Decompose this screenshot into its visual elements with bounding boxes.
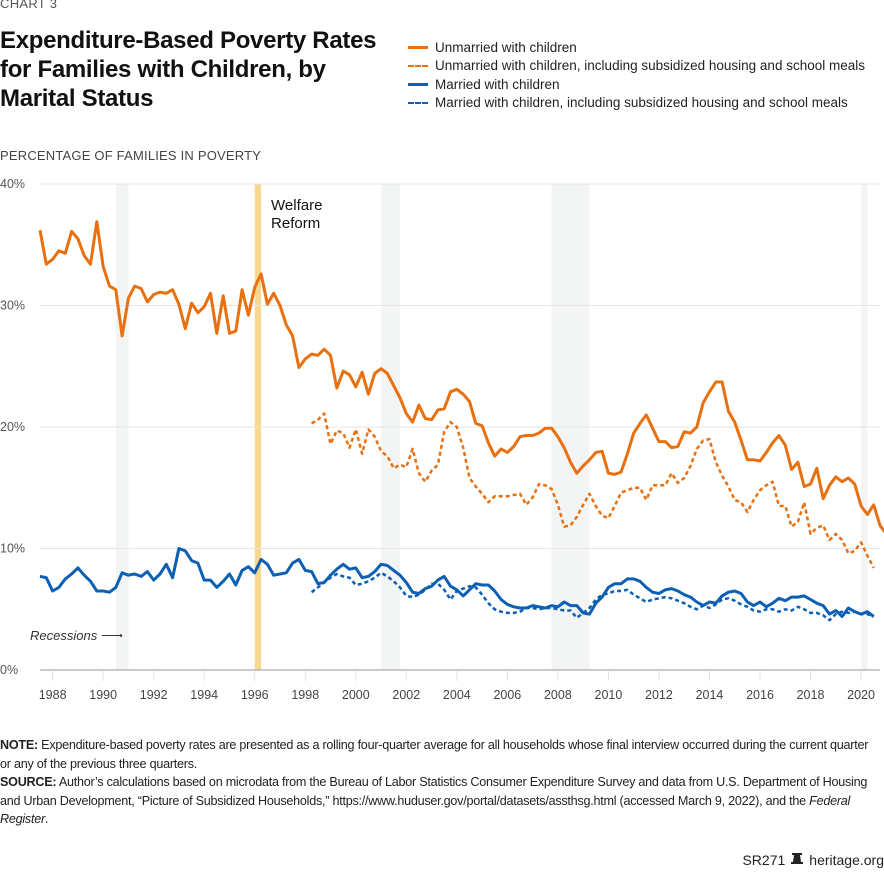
x-tick-label: 2004 <box>443 688 471 702</box>
liberty-bell-icon <box>791 852 804 868</box>
x-tick-label: 1994 <box>190 688 218 702</box>
y-tick-label: 20% <box>0 420 25 434</box>
note-text: Expenditure-based poverty rates are pres… <box>0 738 869 771</box>
source-end: . <box>44 812 49 826</box>
x-tick-label: 2016 <box>746 688 774 702</box>
x-tick-label: 2002 <box>392 688 420 702</box>
annotations: Welfare Reform Recessions <box>30 197 322 643</box>
legend: Unmarried with children Unmarried with c… <box>408 38 865 112</box>
y-tick-label: 10% <box>0 542 25 556</box>
chart-kicker: CHART 3 <box>0 0 58 11</box>
y-axis-label: PERCENTAGE OF FAMILIES IN POVERTY <box>0 148 262 163</box>
legend-swatch-unmarried <box>408 45 428 49</box>
x-tick-label: 2018 <box>797 688 825 702</box>
series-line-unmarried-with-children-including-subsidized-housing-and-school-meals <box>310 412 875 569</box>
footer: SR271 heritage.org <box>742 852 884 868</box>
legend-item-unmarried-subsidized: Unmarried with children, including subsi… <box>408 57 865 76</box>
series-line-married-with-children-including-subsidized-housing-and-school-meals <box>310 571 875 622</box>
series-lines <box>38 220 884 622</box>
legend-label: Married with children, including subsidi… <box>435 95 848 111</box>
legend-swatch-married <box>408 82 428 86</box>
gridlines <box>40 183 880 549</box>
x-tick-label: 1990 <box>89 688 117 702</box>
legend-swatch-unmarried-subsidized <box>408 64 428 67</box>
welfare-reform-label-line: Welfare <box>271 197 322 214</box>
y-tick-label: 30% <box>0 299 25 313</box>
chart-title: Expenditure-Based Poverty Rates for Fami… <box>0 27 377 112</box>
x-tick-label: 1998 <box>291 688 319 702</box>
x-tick-label: 1992 <box>140 688 168 702</box>
notes: NOTE: Expenditure-based poverty rates ar… <box>0 736 880 829</box>
recessions-label: Recessions <box>30 628 98 643</box>
x-tick-label: 2014 <box>696 688 724 702</box>
note: NOTE: Expenditure-based poverty rates ar… <box>0 736 880 773</box>
chart-plot: 0% 10% 20% 30% 40% 1988 1990 1992 1994 1996 1998 2… <box>0 177 884 702</box>
note-label: NOTE: <box>0 738 38 752</box>
recessions-arrow-head <box>119 634 123 637</box>
x-axis: 1988 1990 1992 1994 1996 1998 2000 2002 2004 2006… <box>39 669 880 702</box>
source-text: Author’s calculations based on microdata… <box>0 775 868 808</box>
x-tick-label: 1996 <box>241 688 269 702</box>
x-tick-label: 2006 <box>493 688 521 702</box>
y-axis-ticks: 0% 10% 20% 30% 40% <box>0 177 25 677</box>
legend-item-married: Married with children <box>408 75 865 94</box>
report-id: SR271 <box>742 852 786 868</box>
x-tick-label: 2010 <box>595 688 623 702</box>
x-tick-label: 2000 <box>342 688 370 702</box>
legend-label: Unmarried with children <box>435 39 577 55</box>
source-italic: Federal Register <box>0 793 851 827</box>
x-tick-label: 1988 <box>39 688 67 702</box>
welfare-reform-label-line: Reform <box>271 215 320 232</box>
x-tick-label: 2008 <box>544 688 572 702</box>
y-tick-label: 0% <box>0 663 18 677</box>
series-line-married-with-children <box>39 547 875 618</box>
source: SOURCE: Author’s calculations based on m… <box>0 773 880 829</box>
legend-item-married-subsidized: Married with children, including subsidi… <box>408 94 865 113</box>
welfare-reform-label: Welfare Reform <box>271 197 322 232</box>
y-tick-label: 40% <box>0 177 25 191</box>
x-tick-label: 2012 <box>645 688 673 702</box>
legend-swatch-married-subsidized <box>408 101 428 104</box>
legend-item-unmarried: Unmarried with children <box>408 38 865 57</box>
x-tick-label: 2020 <box>847 688 875 702</box>
legend-label: Married with children <box>435 76 560 92</box>
source-label: SOURCE: <box>0 775 57 789</box>
site-link[interactable]: heritage.org <box>809 852 884 868</box>
series-line-unmarried-with-children <box>38 220 884 534</box>
legend-label: Unmarried with children, including subsi… <box>435 58 865 74</box>
